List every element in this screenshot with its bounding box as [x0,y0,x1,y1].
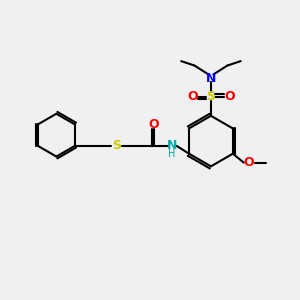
Text: O: O [187,90,197,103]
Text: S: S [206,90,215,103]
Text: O: O [224,90,235,103]
Text: N: N [206,72,216,85]
Text: O: O [148,118,159,131]
Text: H: H [168,149,176,159]
Text: O: O [244,156,254,169]
Text: S: S [112,139,121,152]
Text: N: N [167,139,177,152]
